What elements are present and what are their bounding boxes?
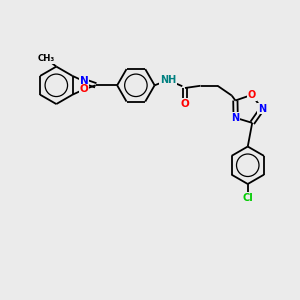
Text: N: N (258, 104, 266, 114)
Text: NH: NH (160, 75, 176, 85)
Text: O: O (248, 90, 256, 100)
Text: N: N (232, 113, 240, 123)
Text: O: O (181, 99, 189, 109)
Text: O: O (80, 84, 88, 94)
Text: CH₃: CH₃ (38, 54, 55, 63)
Text: Cl: Cl (242, 193, 253, 203)
Text: N: N (80, 76, 88, 86)
